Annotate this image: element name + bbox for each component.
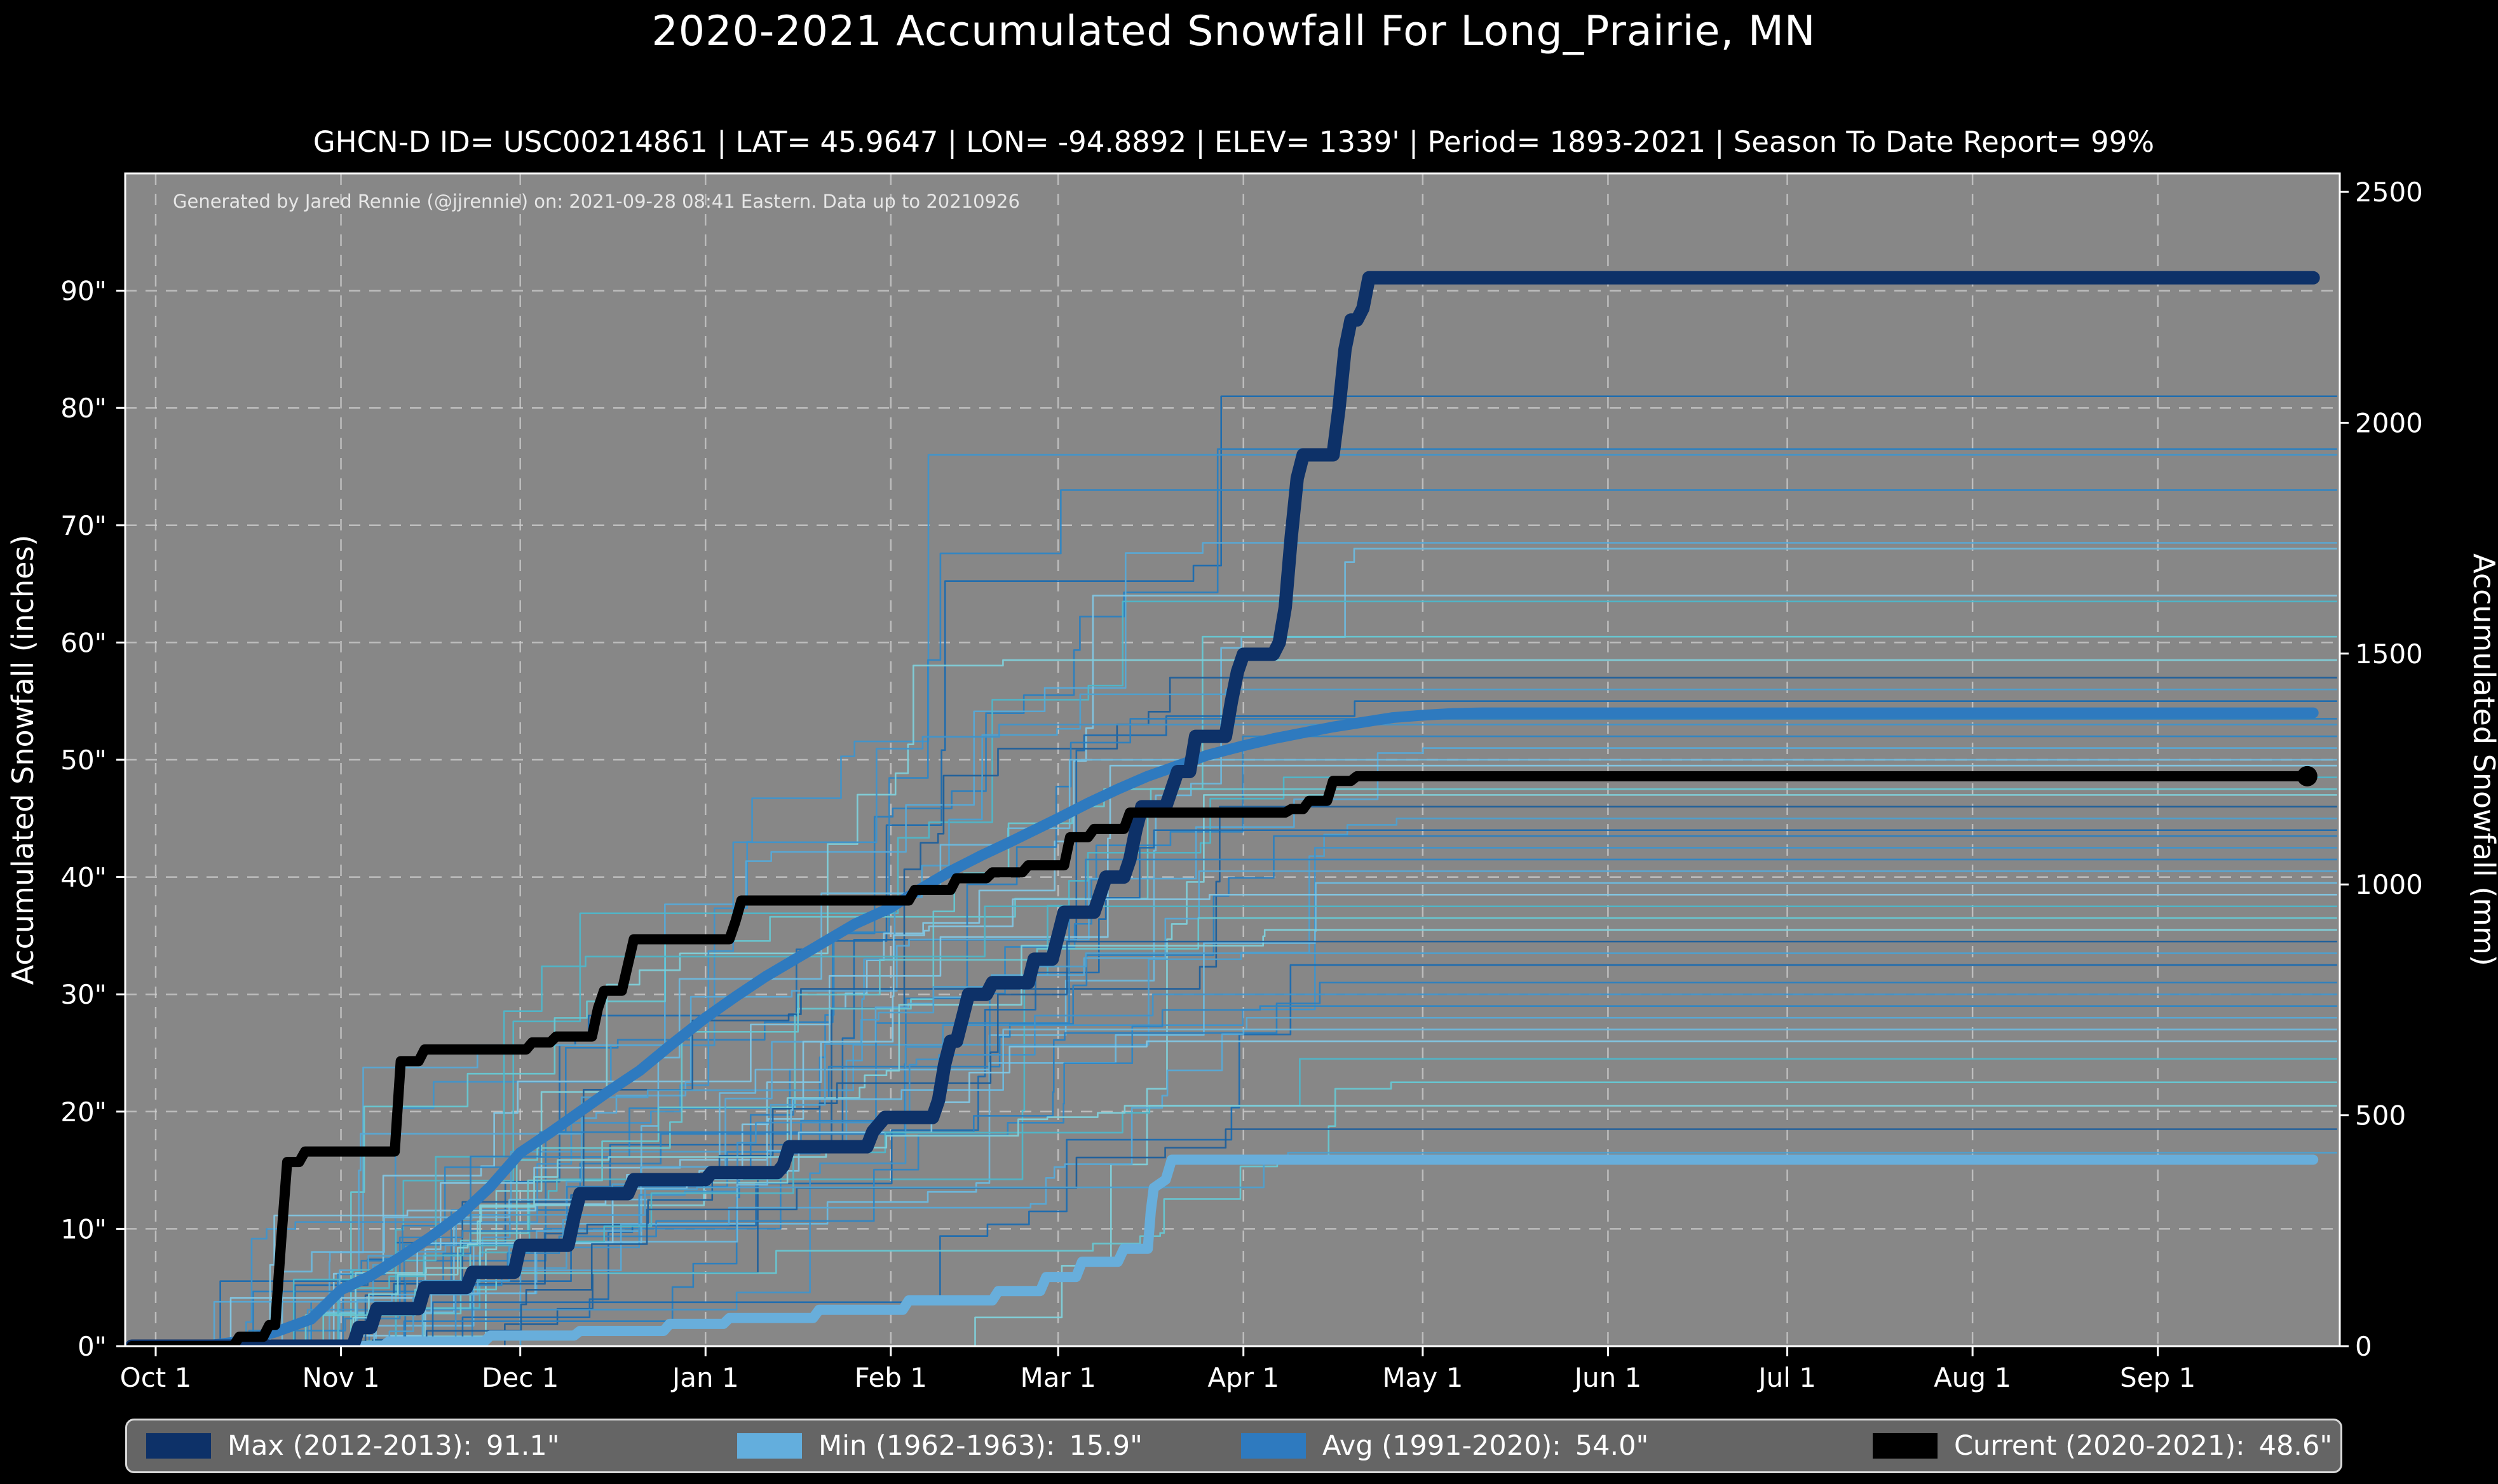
y-right-axis-title: Accumulated Snowfall (mm) (2467, 553, 2498, 966)
history-season-line (132, 1058, 2337, 1346)
y-right-tick-label: 1000 (2355, 869, 2423, 900)
x-tick-label: Dec 1 (482, 1362, 559, 1393)
history-season-line (132, 829, 2337, 1346)
x-tick-label: Sep 1 (2120, 1362, 2196, 1393)
x-tick-label: Feb 1 (855, 1362, 927, 1393)
y-left-tick-label: 80" (60, 393, 107, 424)
legend-value-avg: 54.0" (1575, 1430, 1649, 1462)
x-tick-label: Nov 1 (302, 1362, 380, 1393)
series-max-line (125, 271, 2320, 1346)
axis-labels: Oct 1 Nov 1 Dec 1 Jan 1 Feb 1 Mar 1 Apr 1 May 1… (6, 177, 2498, 1393)
legend-item-avg: Avg (1991-2020): 54.0" (1241, 1420, 1648, 1471)
x-tick-label: Jun 1 (1573, 1362, 1642, 1393)
attribution-text: Generated by Jared Rennie (@jjrennie) on… (173, 191, 1020, 212)
history-season-line (132, 964, 2337, 1346)
page-subtitle: GHCN-D ID= USC00214861 | LAT= 45.9647 | … (313, 125, 2155, 159)
legend-label-min: Min (1962-1963): (818, 1430, 1056, 1462)
y-right-tick-label: 500 (2355, 1100, 2406, 1131)
legend-swatch-min (737, 1433, 802, 1459)
legend-item-max: Max (2012-2013): 91.1" (146, 1420, 560, 1471)
x-tick-label: Oct 1 (120, 1362, 192, 1393)
series-avg-line (198, 707, 2319, 1346)
x-tick-label: Apr 1 (1207, 1362, 1279, 1393)
y-right-tick-label: 1500 (2355, 638, 2423, 670)
history-season-line (132, 1128, 2337, 1346)
legend-item-min: Min (1962-1963): 15.9" (737, 1420, 1143, 1471)
legend: Max (2012-2013): 91.1" Min (1962-1963): 15.… (125, 1419, 2342, 1473)
y-left-tick-label: 0" (78, 1331, 107, 1362)
history-season-line (132, 776, 2337, 1346)
series-current-end-dot (2297, 766, 2318, 786)
legend-swatch-avg (1241, 1433, 1306, 1459)
history-season-line (132, 724, 2337, 1346)
history-season-line (132, 454, 2337, 1346)
history-season-line (132, 929, 2337, 1346)
history-season-line (132, 893, 2337, 1346)
history-season-line (132, 1105, 2337, 1346)
x-tick-label: Mar 1 (1020, 1362, 1096, 1393)
main-series-lines (125, 271, 2320, 1346)
gridlines (125, 173, 2340, 1346)
history-season-line (132, 595, 2337, 1346)
legend-swatch-max (146, 1433, 211, 1459)
y-left-tick-label: 60" (60, 627, 107, 658)
x-tick-label: Jul 1 (1756, 1362, 1816, 1393)
y-left-tick-label: 40" (60, 862, 107, 893)
axes (116, 172, 2349, 1356)
y-left-tick-label: 30" (60, 979, 107, 1010)
history-season-line (132, 794, 2337, 1346)
page-title: 2020-2021 Accumulated Snowfall For Long_… (651, 8, 1816, 55)
series-current-line (126, 771, 2312, 1346)
y-right-tick-label: 2000 (2355, 407, 2423, 438)
legend-item-current: Current (2020-2021): 48.6" (1873, 1420, 2332, 1471)
legend-swatch-current (1873, 1433, 1938, 1459)
history-season-line (132, 882, 2337, 1346)
history-season-line (132, 1016, 2337, 1346)
history-season-line (132, 659, 2337, 1346)
y-left-tick-label: 20" (60, 1096, 107, 1128)
legend-label-avg: Avg (1991-2020): (1322, 1430, 1561, 1462)
legend-label-max: Max (2012-2013): (227, 1430, 472, 1462)
legend-value-current: 48.6" (2258, 1430, 2333, 1462)
y-left-tick-label: 90" (60, 276, 107, 307)
history-season-line (132, 764, 2337, 1346)
y-left-axis-title: Accumulated Snowfall (inches) (6, 535, 40, 985)
x-tick-label: May 1 (1382, 1362, 1463, 1393)
series-min-line (126, 1154, 2319, 1346)
x-tick-label: Jan 1 (670, 1362, 739, 1393)
y-right-tick-label: 2500 (2355, 177, 2423, 208)
x-tick-label: Aug 1 (1934, 1362, 2011, 1393)
legend-value-max: 91.1" (485, 1430, 560, 1462)
history-season-line (132, 635, 2337, 1346)
y-left-tick-label: 70" (60, 510, 107, 541)
y-right-tick-label: 0 (2355, 1331, 2372, 1362)
y-left-tick-label: 50" (60, 745, 107, 776)
y-left-tick-label: 10" (60, 1213, 107, 1245)
history-season-line (132, 448, 2337, 1346)
legend-value-min: 15.9" (1069, 1430, 1143, 1462)
historical-season-lines (132, 395, 2337, 1346)
legend-label-current: Current (2020-2021): (1954, 1430, 2245, 1462)
